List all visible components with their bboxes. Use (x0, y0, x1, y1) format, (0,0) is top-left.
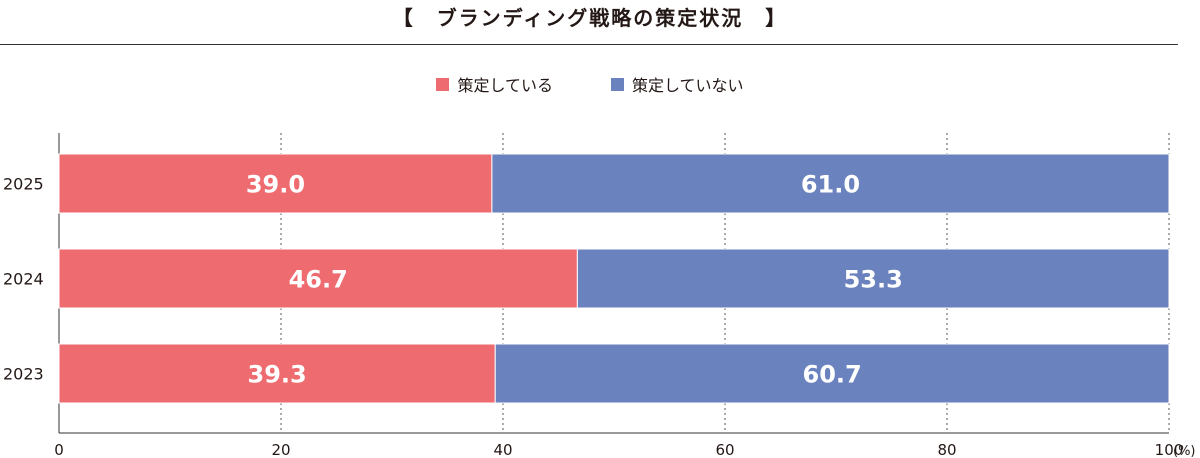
x-tick-label-100: 100 (1155, 441, 1184, 458)
category-label-2025: 2025 (3, 175, 44, 194)
x-tick-label-20: 20 (271, 441, 290, 458)
title-divider (0, 44, 1178, 45)
legend-item-series-2: 策定していない (611, 72, 744, 96)
x-tick-label-0: 0 (54, 441, 64, 458)
bar-2024-series-1 (58, 248, 578, 309)
category-label-2024: 2024 (3, 270, 44, 289)
x-tick-label-40: 40 (493, 441, 512, 458)
x-axis-unit: (%) (1173, 444, 1196, 458)
bar-2025-series-2 (491, 153, 1170, 214)
category-label-2023: 2023 (3, 365, 44, 384)
data-label-2025-series-2: 61.0 (801, 171, 860, 199)
data-label-2024-series-2: 53.3 (844, 266, 903, 294)
legend: 策定している 策定していない (0, 72, 1180, 96)
legend-item-series-1: 策定している (436, 72, 553, 96)
chart-title: 【 ブランディング戦略の策定状況 】 (392, 6, 788, 30)
bar-2024-series-2 (576, 248, 1170, 309)
legend-swatch-series-1 (436, 77, 450, 91)
bar-2023-series-2 (494, 343, 1170, 404)
data-label-2025-series-1: 39.0 (246, 171, 305, 199)
legend-label-series-1: 策定している (457, 76, 553, 95)
x-tick-label-60: 60 (715, 441, 734, 458)
legend-label-series-2: 策定していない (632, 76, 744, 95)
bar-2025-series-1 (58, 153, 493, 214)
x-tick-label-80: 80 (937, 441, 956, 458)
data-label-2023-series-1: 39.3 (248, 361, 307, 389)
legend-swatch-series-2 (611, 77, 624, 91)
data-label-2024-series-1: 46.7 (289, 266, 348, 294)
data-label-2023-series-2: 60.7 (803, 361, 862, 389)
